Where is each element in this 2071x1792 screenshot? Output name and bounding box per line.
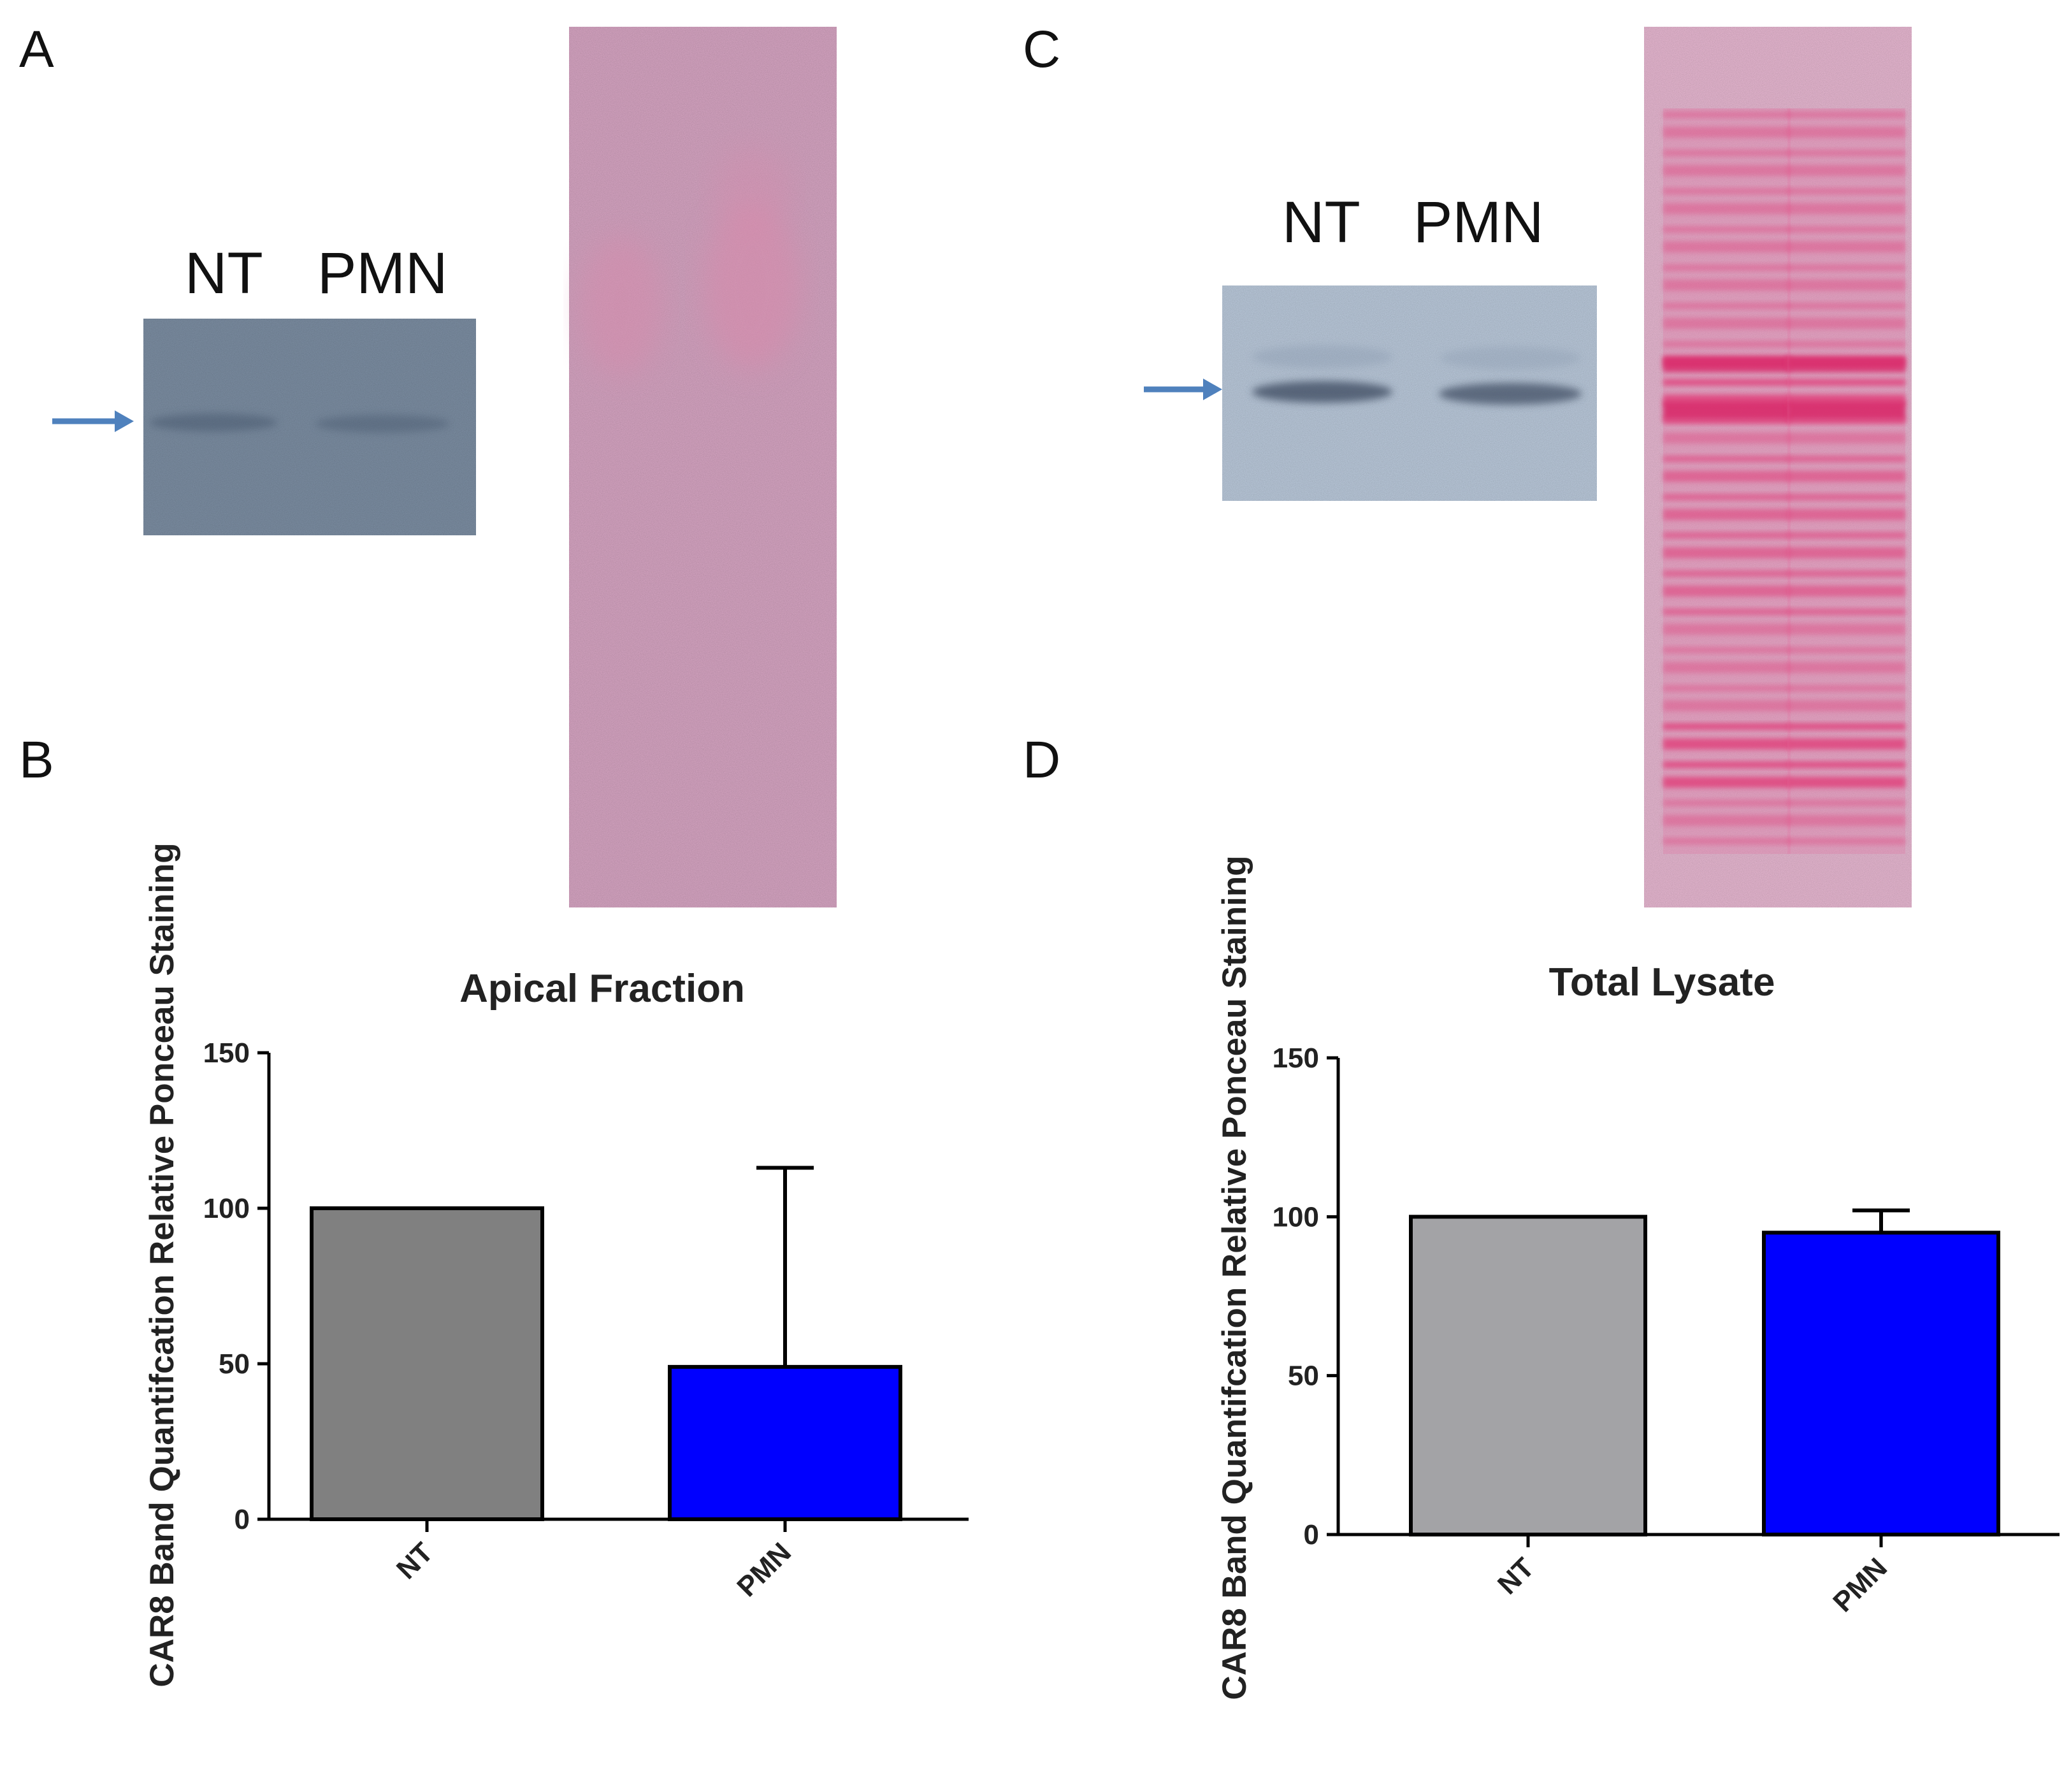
western-blot-a: NT PMN bbox=[52, 241, 476, 535]
x-tick-label: PMN bbox=[1827, 1552, 1893, 1618]
y-tick-label: 150 bbox=[203, 1037, 250, 1069]
blot-a-band-nt bbox=[150, 414, 277, 431]
chart-title: Apical Fraction bbox=[459, 967, 745, 1011]
blot-c-band-nt bbox=[1252, 381, 1392, 403]
lane-label-pmn-c: PMN bbox=[1413, 190, 1543, 255]
y-axis-label: CAR8 Band Quantifcation Relative Ponceau… bbox=[1216, 855, 1253, 1700]
western-blot-c: NT PMN bbox=[1144, 190, 1597, 501]
ponceau-stain-c bbox=[1644, 27, 1912, 907]
y-tick-label: 100 bbox=[203, 1193, 250, 1224]
y-tick-label: 50 bbox=[1288, 1361, 1319, 1392]
panel-c-letter: C bbox=[1023, 20, 1060, 78]
chart-title: Total Lysate bbox=[1549, 960, 1775, 1004]
arrow-a bbox=[52, 410, 134, 432]
x-tick-label: NT bbox=[391, 1536, 439, 1585]
panel-d-letter: D bbox=[1023, 731, 1060, 789]
arrow-c bbox=[1144, 379, 1222, 400]
panel-a-letter: A bbox=[19, 20, 54, 78]
bar-nt bbox=[1409, 1215, 1647, 1537]
y-tick-label: 50 bbox=[219, 1348, 250, 1380]
y-tick-label: 0 bbox=[1304, 1519, 1319, 1550]
bar-nt bbox=[310, 1206, 544, 1521]
x-tick-label: PMN bbox=[731, 1536, 797, 1603]
blot-a-band-pmn bbox=[315, 415, 449, 433]
y-axis-label: CAR8 Band Quantifcation Relative Ponceau… bbox=[143, 842, 181, 1687]
lane-label-pmn-a: PMN bbox=[317, 241, 447, 306]
lane-label-nt-c: NT bbox=[1282, 190, 1360, 255]
bar-pmn bbox=[668, 1364, 902, 1521]
bar-chart-total-lysate: Total Lysate CAR8 Band Quantifcation Rela… bbox=[1216, 855, 2060, 1700]
bar-chart-apical-fraction: Apical Fraction CAR8 Band Quantifcation R… bbox=[143, 842, 969, 1687]
lane-label-nt-a: NT bbox=[185, 241, 263, 306]
y-tick-label: 0 bbox=[235, 1504, 250, 1535]
panel-b-letter: B bbox=[19, 731, 54, 789]
bar-pmn bbox=[1762, 1231, 2000, 1537]
x-tick-label: NT bbox=[1492, 1552, 1540, 1600]
y-tick-label: 100 bbox=[1273, 1201, 1319, 1232]
y-tick-label: 150 bbox=[1273, 1043, 1319, 1074]
blot-c-band-pmn bbox=[1439, 383, 1582, 405]
ponceau-stain-a bbox=[569, 27, 837, 907]
